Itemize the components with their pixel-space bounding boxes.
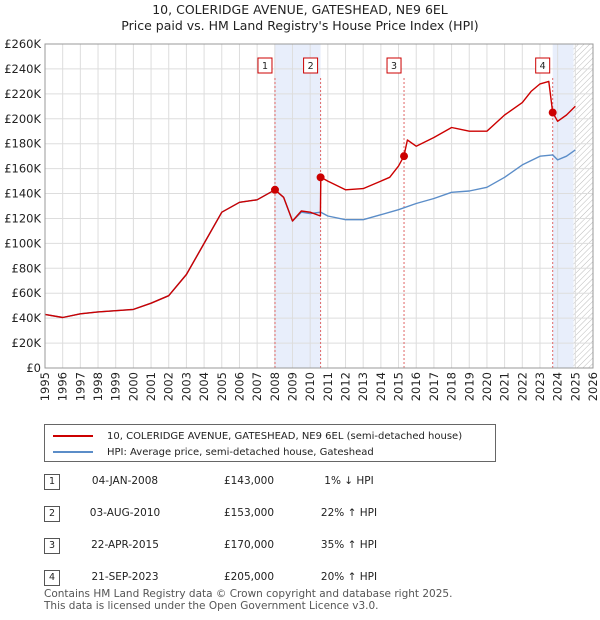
sale-label: 3 [391,61,397,72]
y-tick-label: £0 [26,361,41,375]
x-tick-label: 2002 [162,372,176,401]
price-chart: 1 2 3 4 £0 £20K £40K £60K £80K £100K £120K £140K £1… [4,37,600,401]
y-tick-label: £140K [4,187,41,201]
property-price-line [44,80,576,319]
sale-label: 2 [308,61,314,72]
table-row: 1 04-JAN-2008 £143,000 1% ↓ HPI [44,474,464,492]
table-row: 4 21-SEP-2023 £205,000 20% ↑ HPI [44,570,464,588]
x-tick-label: 2015 [392,372,406,401]
sale-marker [316,173,325,182]
sale-hpi-diff: 22% ↑ HPI [320,507,378,519]
sale-label-box [303,57,319,74]
sale-price: £205,000 [223,571,275,583]
legend-item-hpi: HPI: Average price, semi-detached house,… [53,445,374,459]
chart-title: 10, COLERIDGE AVENUE, GATESHEAD, NE9 6EL [152,2,448,17]
x-tick-label: 2000 [126,372,140,401]
y-tick-label: £200K [4,112,41,126]
shaded-range [274,44,321,368]
sale-hpi-diff: 1% ↓ HPI [324,475,374,487]
x-tick-label: 2014 [374,372,388,401]
x-tick-label: 2010 [303,372,317,401]
sale-date: 21-SEP-2023 [91,571,159,583]
sale-number: 4 [44,570,60,586]
x-tick-label: 2017 [427,372,441,401]
y-tick-label: £220K [4,87,41,101]
sale-date: 04-JAN-2008 [91,475,159,487]
sale-date: 22-APR-2015 [91,539,159,551]
shaded-range [552,44,574,368]
y-tick-label: £160K [4,162,41,176]
x-tick-label: 1999 [109,372,123,401]
footer-attribution: Contains HM Land Registry data © Crown c… [44,588,452,612]
sale-label-box [535,57,551,74]
sale-label-box [386,57,402,74]
footer-line-licence: This data is licensed under the Open Gov… [44,600,379,612]
x-tick-label: 2013 [356,372,370,401]
x-tick-label: 1995 [38,372,52,401]
x-tick-label: 2020 [480,372,494,401]
sale-label-box [257,57,273,74]
x-tick-label: 2019 [462,372,476,401]
legend-item-property: 10, COLERIDGE AVENUE, GATESHEAD, NE9 6EL… [53,429,462,443]
legend-swatch-hpi [53,451,93,453]
chart-legend: 10, COLERIDGE AVENUE, GATESHEAD, NE9 6EL… [44,424,496,462]
x-tick-label: 2012 [339,372,353,401]
y-tick-label: £120K [4,211,41,225]
x-tick-label: 2007 [250,372,264,401]
sale-number: 3 [44,538,60,554]
sale-price: £153,000 [223,507,275,519]
plot-frame [44,43,594,369]
x-tick-label: 2006 [232,372,246,401]
sale-marker [548,108,557,117]
x-tick-label: 1998 [91,372,105,401]
x-tick-label: 1997 [73,372,87,401]
y-tick-label: £20K [12,336,42,350]
y-tick-label: £260K [4,37,41,51]
y-tick-label: £60K [12,286,42,300]
x-tick-label: 2021 [498,372,512,401]
sale-hpi-diff: 20% ↑ HPI [320,571,378,583]
legend-label-hpi: HPI: Average price, semi-detached house,… [107,446,374,458]
sale-hpi-diff: 35% ↑ HPI [320,539,378,551]
sale-label: 1 [262,61,268,72]
y-tick-label: £100K [4,236,41,250]
sale-number: 1 [44,474,60,490]
y-tick-label: £80K [12,261,42,275]
y-tick-label: £40K [12,311,42,325]
sale-date: 03-AUG-2010 [89,507,161,519]
x-tick-label: 2026 [586,372,600,401]
hatched-future-range [573,44,593,368]
x-tick-label: 2022 [515,372,529,401]
sale-marker [400,152,409,161]
sale-price: £143,000 [223,475,275,487]
x-tick-label: 2023 [533,372,547,401]
legend-label-property: 10, COLERIDGE AVENUE, GATESHEAD, NE9 6EL… [107,430,463,442]
x-tick-label: 2005 [215,372,229,401]
sale-number: 2 [44,506,60,522]
x-tick-label: 2016 [409,372,423,401]
sale-marker [270,185,279,194]
legend-swatch-property [53,435,93,437]
x-tick-label: 2025 [568,372,582,401]
sale-price: £170,000 [223,539,275,551]
x-tick-label: 2008 [268,372,282,401]
sale-label: 4 [540,61,546,72]
x-tick-label: 2018 [445,372,459,401]
x-tick-label: 2003 [179,372,193,401]
table-row: 2 03-AUG-2010 £153,000 22% ↑ HPI [44,506,464,524]
x-tick-label: 2004 [197,372,211,401]
y-tick-label: £180K [4,137,41,151]
x-tick-label: 2009 [285,372,299,401]
x-tick-label: 2001 [144,372,158,401]
table-row: 3 22-APR-2015 £170,000 35% ↑ HPI [44,538,464,556]
footer-line-copyright: Contains HM Land Registry data © Crown c… [44,588,453,600]
x-tick-label: 2024 [551,372,565,401]
x-tick-label: 2011 [321,372,335,401]
y-tick-label: £240K [4,62,41,76]
chart-subtitle: Price paid vs. HM Land Registry's House … [121,18,479,33]
x-tick-label: 1996 [56,372,70,401]
